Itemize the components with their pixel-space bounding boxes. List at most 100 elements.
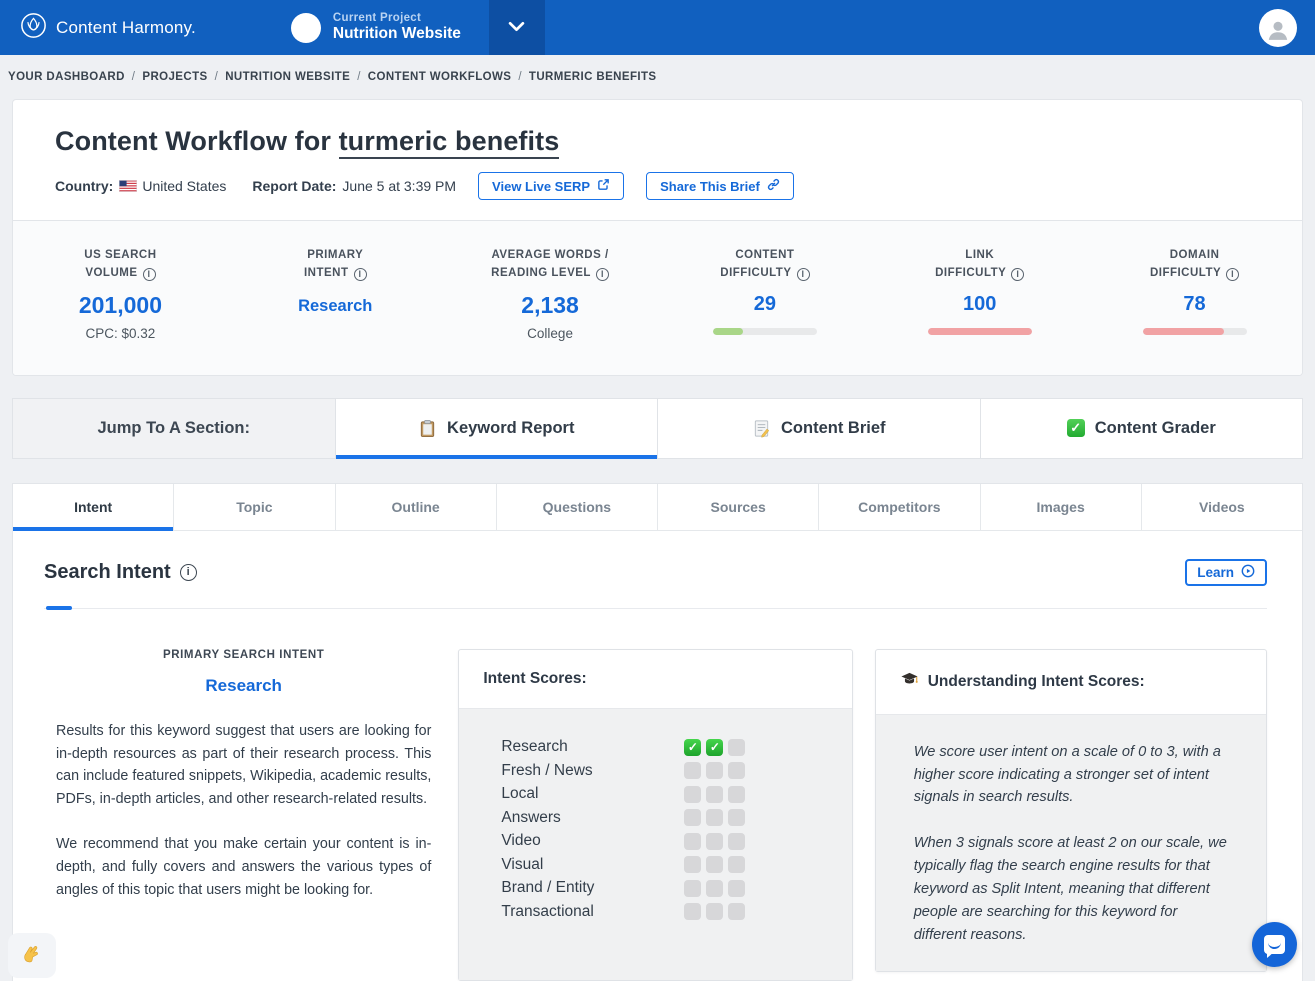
empty-box-icon — [684, 762, 701, 779]
country-meta: Country: United States — [55, 178, 226, 194]
tab-topic[interactable]: Topic — [174, 484, 335, 531]
intent-score-row-answers: Answers — [501, 806, 831, 830]
empty-box-icon — [728, 739, 745, 756]
stat-value: Research — [228, 297, 443, 316]
corner-widget[interactable] — [8, 933, 56, 978]
intent-score-row-research: Research✓✓ — [501, 736, 831, 760]
view-live-serp-button[interactable]: View Live SERP — [478, 172, 624, 200]
stat-value: 2,138 — [443, 292, 658, 319]
empty-box-icon — [728, 856, 745, 873]
jump-content-grader[interactable]: ✓Content Grader — [981, 399, 1303, 458]
play-circle-icon — [1241, 564, 1255, 581]
country-label: Country: — [55, 178, 113, 194]
tab-videos[interactable]: Videos — [1142, 484, 1302, 531]
stat-value: 201,000 — [13, 292, 228, 319]
empty-box-icon — [706, 856, 723, 873]
intent-score-row-visual: Visual — [501, 853, 831, 877]
stat-label: US SEARCHVOLUMEi — [13, 247, 228, 283]
difficulty-bar-fill — [1143, 328, 1224, 335]
empty-box-icon — [706, 786, 723, 803]
brand[interactable]: Content Harmony. — [0, 0, 216, 55]
graduation-cap-icon — [900, 670, 919, 694]
difficulty-bar — [1143, 328, 1247, 335]
jump-keyword-report[interactable]: Keyword Report — [336, 399, 659, 458]
info-icon[interactable]: i — [143, 268, 156, 281]
us-flag-icon — [119, 179, 137, 195]
empty-box-icon — [706, 833, 723, 850]
info-icon[interactable]: i — [1011, 268, 1024, 281]
breadcrumb-link-nutrition-website[interactable]: NUTRITION WEBSITE — [225, 71, 350, 83]
empty-box-icon — [684, 809, 701, 826]
jump-bar: Jump To A Section: Keyword ReportContent… — [12, 398, 1303, 459]
jump-content-brief[interactable]: Content Brief — [658, 399, 981, 458]
jump-label: Keyword Report — [447, 419, 574, 438]
intent-score-label: Brand / Entity — [501, 879, 684, 897]
empty-box-icon — [706, 903, 723, 920]
intent-score-row-brand-entity: Brand / Entity — [501, 877, 831, 901]
tab-outline[interactable]: Outline — [336, 484, 497, 531]
breadcrumb-link-turmeric-benefits[interactable]: TURMERIC BENEFITS — [529, 71, 657, 83]
difficulty-bar — [713, 328, 817, 335]
breadcrumb-separator: / — [518, 71, 522, 83]
section-divider — [44, 608, 1267, 609]
info-icon[interactable]: i — [180, 564, 197, 581]
intent-score-row-transactional: Transactional — [501, 900, 831, 924]
tab-questions[interactable]: Questions — [497, 484, 658, 531]
breadcrumb: YOUR DASHBOARD / PROJECTS / NUTRITION WEBSIT… — [0, 55, 1315, 97]
stat-us-search-volume: US SEARCHVOLUMEi 201,000 CPC: $0.32 — [13, 247, 228, 341]
current-project-block: Current Project Nutrition Website — [291, 0, 461, 55]
memo-icon — [752, 419, 771, 438]
breadcrumb-link-content-workflows[interactable]: CONTENT WORKFLOWS — [368, 71, 512, 83]
breadcrumb-link-projects[interactable]: PROJECTS — [142, 71, 207, 83]
tab-intent[interactable]: Intent — [13, 484, 174, 531]
info-icon[interactable]: i — [797, 268, 810, 281]
stat-label: CONTENTDIFFICULTYi — [657, 247, 872, 283]
clipboard-icon — [418, 419, 437, 438]
stat-value: 78 — [1087, 293, 1302, 316]
stat-subtext: CPC: $0.32 — [13, 326, 228, 341]
stat-label: DOMAINDIFFICULTYi — [1087, 247, 1302, 283]
jump-label: Content Grader — [1095, 419, 1216, 438]
country-value: United States — [142, 178, 226, 194]
crossed-fingers-icon — [22, 943, 43, 969]
empty-box-icon — [728, 833, 745, 850]
learn-button[interactable]: Learn — [1185, 559, 1267, 586]
share-this-brief-button[interactable]: Share This Brief — [646, 172, 794, 200]
stat-subtext: College — [443, 326, 658, 341]
stat-content-difficulty: CONTENTDIFFICULTYi29 — [657, 247, 872, 341]
report-date-value: June 5 at 3:39 PM — [342, 178, 456, 194]
stats-row: US SEARCHVOLUMEi 201,000 CPC: $0.32 PRIMARY… — [13, 220, 1302, 375]
empty-box-icon — [706, 880, 723, 897]
primary-intent-paragraphs: Results for this keyword suggest that us… — [56, 720, 431, 902]
stat-label: LINKDIFFICULTYi — [872, 247, 1087, 283]
intent-score-boxes — [684, 833, 745, 850]
tabs-row: IntentTopicOutlineQuestionsSourcesCompet… — [13, 484, 1302, 531]
intent-score-label: Video — [501, 832, 684, 850]
empty-box-icon — [728, 762, 745, 779]
intent-scores-title: Intent Scores: — [459, 650, 851, 709]
user-avatar[interactable] — [1259, 9, 1297, 47]
stat-label: PRIMARYINTENTi — [228, 247, 443, 283]
breadcrumb-link-your-dashboard[interactable]: YOUR DASHBOARD — [8, 71, 125, 83]
difficulty-bar-fill — [713, 328, 743, 335]
project-dropdown-button[interactable] — [489, 0, 545, 55]
stat-domain-difficulty: DOMAINDIFFICULTYi 78 — [1087, 247, 1302, 341]
tab-images[interactable]: Images — [981, 484, 1142, 531]
understanding-intent-panel: Understanding Intent Scores: We score us… — [875, 649, 1267, 972]
intent-score-boxes — [684, 903, 745, 920]
info-icon[interactable]: i — [596, 268, 609, 281]
chat-bubble-icon — [1264, 935, 1285, 954]
content-harmony-logo-icon — [20, 12, 47, 44]
tab-competitors[interactable]: Competitors — [819, 484, 980, 531]
intent-score-row-video: Video — [501, 830, 831, 854]
project-avatar[interactable] — [291, 13, 321, 43]
primary-intent-column: PRIMARY SEARCH INTENT Research Results f… — [44, 649, 431, 981]
chat-button[interactable] — [1252, 922, 1297, 967]
difficulty-bar — [928, 328, 1032, 335]
info-icon[interactable]: i — [1226, 268, 1239, 281]
info-icon[interactable]: i — [354, 268, 367, 281]
intent-scores-list: Research✓✓Fresh / NewsLocalAnswersVideoV… — [459, 709, 851, 980]
tab-sources[interactable]: Sources — [658, 484, 819, 531]
breadcrumb-separator: / — [215, 71, 219, 83]
current-project-name: Nutrition Website — [333, 25, 461, 43]
